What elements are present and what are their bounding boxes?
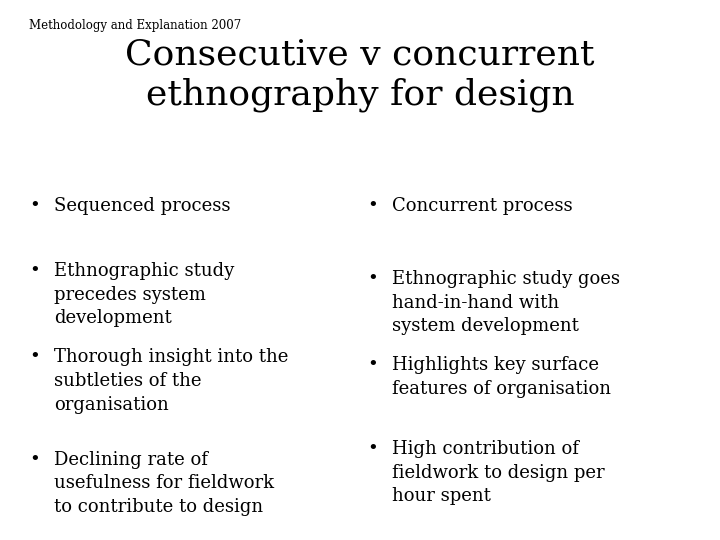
Text: •: •: [367, 440, 378, 458]
Text: Methodology and Explanation 2007: Methodology and Explanation 2007: [29, 19, 241, 32]
Text: Concurrent process: Concurrent process: [392, 197, 573, 215]
Text: •: •: [367, 356, 378, 374]
Text: Thorough insight into the
subtleties of the
organisation: Thorough insight into the subtleties of …: [54, 348, 289, 414]
Text: Ethnographic study goes
hand-in-hand with
system development: Ethnographic study goes hand-in-hand wit…: [392, 270, 621, 335]
Text: •: •: [367, 197, 378, 215]
Text: High contribution of
fieldwork to design per
hour spent: High contribution of fieldwork to design…: [392, 440, 605, 505]
Text: •: •: [367, 270, 378, 288]
Text: Highlights key surface
features of organisation: Highlights key surface features of organ…: [392, 356, 611, 398]
Text: •: •: [29, 262, 40, 280]
Text: Consecutive v concurrent
ethnography for design: Consecutive v concurrent ethnography for…: [125, 38, 595, 112]
Text: Sequenced process: Sequenced process: [54, 197, 230, 215]
Text: Ethnographic study
precedes system
development: Ethnographic study precedes system devel…: [54, 262, 234, 327]
Text: •: •: [29, 348, 40, 366]
Text: Declining rate of
usefulness for fieldwork
to contribute to design: Declining rate of usefulness for fieldwo…: [54, 451, 274, 516]
Text: •: •: [29, 451, 40, 469]
Text: •: •: [29, 197, 40, 215]
